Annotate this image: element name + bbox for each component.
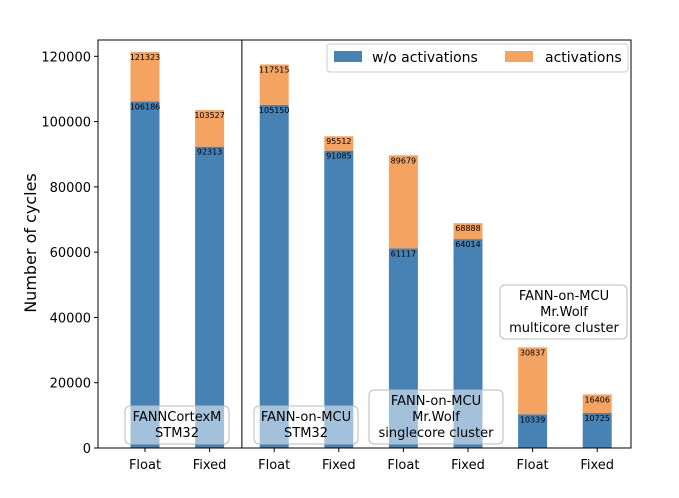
legend-swatch-wo-activations — [334, 51, 362, 62]
y-tick-label: 100000 — [41, 116, 91, 131]
bar-value-label-base: 61117 — [391, 250, 416, 259]
x-tick-label: Float — [129, 458, 161, 473]
group-annotations: FANNCortexM STM32 FANN-on-MCU STM32 FANN… — [124, 284, 628, 445]
group-label-line: FANN-on-MCU — [391, 394, 481, 409]
group-label-line: FANNCortexM — [133, 410, 222, 425]
bar-value-label-total: 89679 — [391, 156, 416, 165]
bar-labels-layer: 106186 121323 92313 103527 105150 117515 91085… — [130, 53, 610, 424]
bar-value-label-total: 95512 — [326, 137, 351, 146]
legend-label-wo-activations: w/o activations — [372, 50, 478, 66]
bar-value-label-total: 117515 — [259, 65, 290, 74]
y-tick-label: 0 — [83, 442, 91, 457]
bar-segment-activations — [518, 347, 548, 415]
x-tick-label: Fixed — [580, 458, 614, 473]
group-label-line: STM32 — [284, 426, 328, 441]
y-tick-label: 40000 — [50, 311, 91, 326]
bar-segment-activations — [130, 52, 160, 102]
ticks-layer: Float Fixed Float Fixed Float Fixed Float Fixed… — [41, 50, 614, 473]
bar-segment-wo-activations — [518, 414, 548, 448]
bar-value-label-base: 64014 — [455, 240, 480, 249]
y-axis-label: Number of cycles — [21, 173, 40, 313]
bar-segment-activations — [324, 136, 354, 151]
bar-value-label-total: 103527 — [194, 111, 225, 120]
bar-value-label-base: 10339 — [520, 415, 545, 424]
group-box-fanncortexm: FANNCortexM STM32 — [124, 405, 230, 445]
legend-label-activations: activations — [545, 50, 622, 66]
bar-segment-activations — [195, 110, 225, 147]
bar-segment-wo-activations — [195, 146, 225, 448]
y-tick-label: 60000 — [50, 246, 91, 261]
x-tick-label: Fixed — [322, 458, 356, 473]
legend: w/o activations activations — [326, 43, 629, 73]
group-label-line: Mr.Wolf — [540, 305, 588, 320]
x-tick-label: Float — [387, 458, 419, 473]
group-label-line: STM32 — [155, 426, 199, 441]
bar-segment-wo-activations — [324, 150, 354, 449]
bar-value-label-total: 16406 — [584, 395, 609, 404]
bar-segment-wo-activations — [259, 104, 289, 448]
group-label-line: multicore cluster — [509, 321, 619, 336]
bar-segment-activations — [259, 64, 289, 105]
group-label-line: Mr.Wolf — [412, 410, 460, 425]
bar-value-label-base: 91085 — [326, 152, 351, 161]
plot-frame — [97, 39, 632, 449]
group-box-fann-stm32: FANN-on-MCU STM32 — [253, 405, 359, 445]
bar-segment-activations — [453, 223, 483, 240]
bar-segment-activations — [582, 394, 612, 413]
y-tick-label: 20000 — [50, 377, 91, 392]
bar-segment-wo-activations — [582, 412, 612, 448]
legend-swatch-activations — [505, 51, 533, 62]
group-label-line: FANN-on-MCU — [519, 289, 609, 304]
bar-segment-wo-activations — [130, 101, 160, 448]
bar-value-label-base: 10725 — [584, 414, 609, 423]
group-label-line: singlecore cluster — [379, 426, 495, 441]
y-tick-label: 80000 — [50, 181, 91, 196]
bar-value-label-base: 92313 — [197, 148, 222, 157]
group-box-fann-multicore: FANN-on-MCU Mr.Wolf multicore cluster — [499, 284, 628, 340]
y-tick-label: 120000 — [41, 50, 91, 65]
x-tick-label: Fixed — [193, 458, 227, 473]
bar-value-label-total: 68888 — [455, 224, 480, 233]
legend-frame — [326, 43, 629, 73]
bar-value-label-base: 105150 — [259, 106, 290, 115]
x-tick-label: Fixed — [451, 458, 485, 473]
x-tick-label: Float — [517, 458, 549, 473]
bar-value-label-total: 121323 — [130, 53, 161, 62]
group-label-line: FANN-on-MCU — [261, 410, 351, 425]
bar-value-label-base: 106186 — [130, 102, 161, 111]
x-tick-label: Float — [258, 458, 290, 473]
group-box-fann-singlecore: FANN-on-MCU Mr.Wolf singlecore cluster — [368, 389, 504, 445]
bar-value-label-total: 30837 — [520, 348, 545, 357]
bar-segment-activations — [388, 155, 418, 249]
